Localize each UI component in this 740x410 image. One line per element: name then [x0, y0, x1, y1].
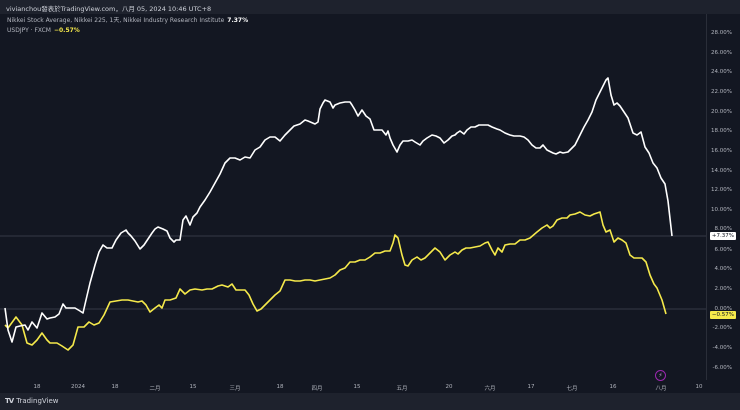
- nikkei-line: [4, 77, 673, 343]
- legend-nikkei-label: Nikkei Stock Average, Nikkei 225, 1天, Ni…: [7, 17, 225, 24]
- y-tick: 6.00%: [714, 247, 732, 253]
- tradingview-logo-icon: TV: [5, 397, 14, 405]
- y-tick: 14.00%: [711, 168, 732, 174]
- chart-canvas[interactable]: [0, 0, 706, 393]
- y-tick: 10.00%: [711, 207, 732, 213]
- x-tick: 16: [609, 384, 617, 390]
- y-tick: 2.00%: [714, 286, 732, 292]
- legend-row-nikkei[interactable]: Nikkei Stock Average, Nikkei 225, 1天, Ni…: [7, 16, 248, 26]
- x-tick: 18: [33, 384, 41, 390]
- usdjpy-line: [4, 211, 667, 351]
- x-tick: 15: [353, 384, 361, 390]
- x-tick: 四月: [311, 386, 323, 392]
- legend-row-usdjpy[interactable]: USDJPY · FXCM −0.57%: [7, 26, 248, 36]
- y-tick: 22.00%: [711, 89, 732, 95]
- x-tick: 10: [695, 384, 703, 390]
- legend-nikkei-value: 7.37%: [227, 17, 249, 24]
- y-tick: 4.00%: [714, 266, 732, 272]
- x-tick: 三月: [229, 386, 241, 392]
- x-tick: 八月: [655, 386, 667, 392]
- y-tick: 24.00%: [711, 69, 732, 75]
- y-tick: 18.00%: [711, 128, 732, 134]
- x-tick: 20: [445, 384, 453, 390]
- y-tick: 12.00%: [711, 187, 732, 193]
- y-tick: 20.00%: [711, 109, 732, 115]
- x-tick: 17: [527, 384, 535, 390]
- x-tick: 六月: [484, 386, 496, 392]
- attribution-header: vivianchou發表於TradingView.com，八月 05, 2024…: [0, 0, 740, 14]
- x-tick: 二月: [149, 386, 161, 392]
- y-tick: 8.00%: [714, 226, 732, 232]
- y-tick: 28.00%: [711, 30, 732, 36]
- y-tick: 26.00%: [711, 50, 732, 56]
- tradingview-brand-text: TradingView: [16, 397, 59, 405]
- x-tick: 七月: [566, 386, 578, 392]
- y-tick: 16.00%: [711, 148, 732, 154]
- economic-event-icon[interactable]: ⚡: [655, 370, 666, 381]
- nikkei-price-badge: +7.37%: [709, 232, 736, 240]
- attribution-text: vivianchou發表於TradingView.com，八月 05, 2024…: [6, 5, 212, 13]
- legend-usdjpy-label: USDJPY · FXCM: [7, 27, 51, 34]
- x-tick: 2024: [71, 384, 85, 390]
- chart-legend: Nikkei Stock Average, Nikkei 225, 1天, Ni…: [7, 16, 248, 36]
- x-tick: 18: [276, 384, 284, 390]
- price-scale[interactable]: [706, 14, 740, 380]
- chart-plot-area[interactable]: [0, 14, 706, 380]
- footer-bar: TV TradingView: [0, 393, 740, 410]
- y-tick: -2.00%: [712, 325, 732, 331]
- y-tick: 0.00%: [714, 306, 732, 312]
- tradingview-logo[interactable]: TV TradingView: [5, 397, 59, 405]
- x-tick: 五月: [396, 386, 408, 392]
- x-tick: 15: [189, 384, 197, 390]
- x-tick: 18: [111, 384, 119, 390]
- usdjpy-price-badge: −0.57%: [709, 311, 736, 319]
- legend-usdjpy-value: −0.57%: [53, 27, 80, 34]
- y-tick: -4.00%: [712, 345, 732, 351]
- y-tick: -6.00%: [712, 365, 732, 371]
